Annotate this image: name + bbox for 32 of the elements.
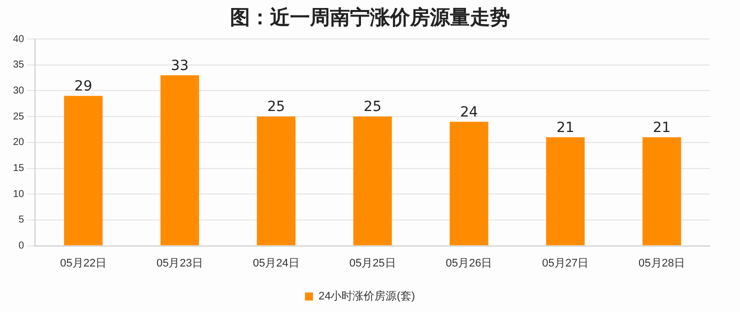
y-tick-label: 10 [13,188,25,200]
x-tick-label: 05月23日 [156,257,203,270]
y-tick-label: 30 [13,85,25,96]
y-tick-label: 0 [18,240,25,252]
bar [450,122,488,246]
y-tick-label: 40 [13,34,25,45]
y-tick-label: 5 [18,214,25,226]
y-tick-label: 25 [13,111,25,122]
data-label: 29 [74,78,92,95]
bar [546,137,585,246]
y-tick-label: 20 [13,137,25,148]
data-label: 21 [556,120,574,136]
x-tick-label: 05月25日 [349,257,396,270]
y-tick-label: 35 [13,60,25,71]
data-label: 24 [460,104,478,120]
bar [160,75,200,246]
x-tick-label: 05月22日 [60,257,107,270]
bar [64,96,103,246]
x-tick-label: 05月27日 [542,257,589,270]
data-label: 25 [364,99,382,116]
bar [642,137,682,246]
bar [353,116,392,246]
data-label: 33 [170,58,189,74]
x-tick-label: 05月28日 [638,257,686,270]
x-tick-label: 05月24日 [252,257,300,270]
chart-title: 图：近一周南宁涨价房源量走势 [229,4,511,31]
data-label: 25 [267,99,286,116]
x-tick-label: 05月26日 [446,257,492,270]
bar [256,116,296,246]
legend-label: 24小时涨价房源(套) [318,290,416,303]
data-label: 21 [652,120,671,136]
y-tick-label: 15 [13,163,25,174]
